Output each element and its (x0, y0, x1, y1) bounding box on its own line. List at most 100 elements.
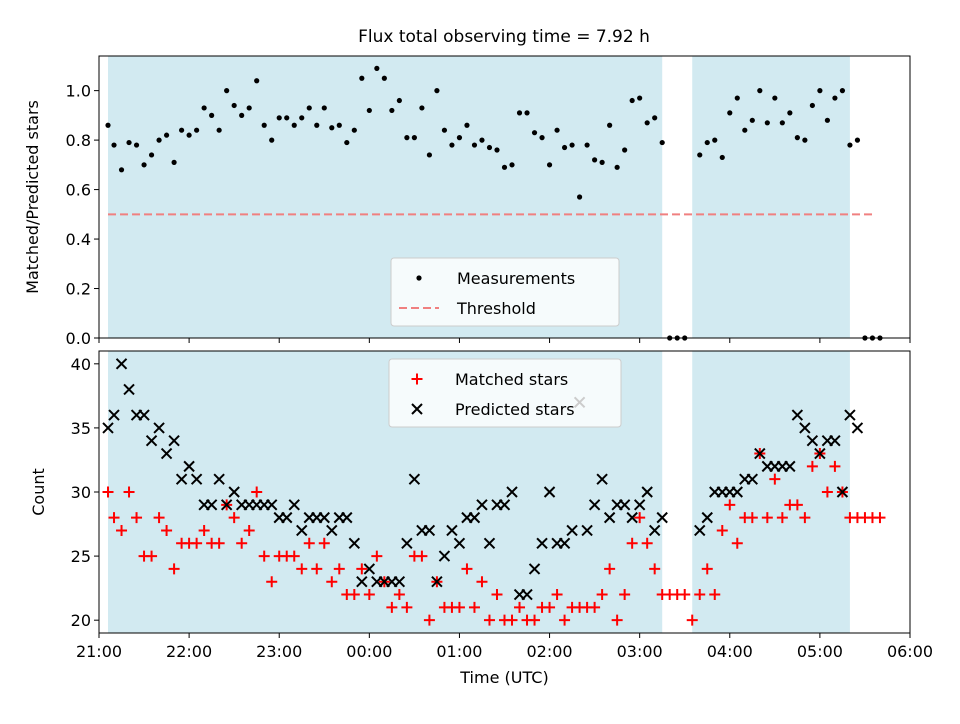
matched-star-marker (236, 537, 248, 549)
predicted-star-marker (115, 358, 128, 370)
measurement-point (419, 105, 425, 111)
y-axis-label: Count (29, 468, 48, 516)
measurement-point (802, 137, 808, 143)
y-tick-label: 0.0 (66, 329, 91, 348)
predicted-star-marker (784, 460, 796, 473)
measurement-point (321, 105, 327, 111)
matched-star-marker (153, 512, 165, 524)
measurement-point (554, 127, 560, 133)
measurement-point (486, 144, 493, 151)
matched-star-marker (619, 589, 631, 601)
matched-star-marker (161, 524, 173, 536)
measurement-point (404, 135, 410, 141)
matched-star-marker (709, 589, 721, 601)
measurement-point (314, 122, 320, 128)
matched-star-marker (191, 537, 203, 549)
measurement-point (599, 159, 605, 165)
y-tick-label: 40 (71, 355, 91, 374)
matched-star-marker (363, 589, 375, 601)
measurement-point (749, 117, 755, 123)
predicted-star-marker (641, 486, 653, 498)
matched-star-marker (761, 512, 773, 524)
predicted-star-marker (341, 511, 353, 524)
legend-box (390, 257, 620, 327)
matched-star-marker (131, 512, 143, 524)
measurement-point (584, 142, 590, 148)
predicted-star-marker (603, 511, 616, 524)
predicted-star-marker (153, 422, 165, 434)
x-tick-label: 05:00 (797, 642, 843, 661)
x-tick-label: 02:00 (527, 642, 573, 661)
x-tick-label: 00:00 (346, 642, 392, 661)
measurement-point (374, 65, 380, 71)
matched-star-marker (333, 563, 345, 575)
matched-star-marker (348, 589, 360, 601)
matched-star-marker (649, 563, 661, 575)
legend-plus-icon (411, 373, 423, 385)
predicted-star-marker (356, 576, 368, 588)
predicted-star-marker (829, 435, 841, 447)
measurement-point (712, 137, 718, 143)
measurement-point (539, 135, 545, 141)
x-tick-label: 03:00 (617, 642, 663, 661)
matched-star-marker (776, 512, 788, 524)
predicted-star-marker (581, 524, 593, 537)
matched-star-marker (318, 537, 330, 549)
measurement-point (163, 132, 170, 138)
axes-frame (98, 55, 911, 339)
measurement-point (111, 142, 117, 148)
measurement-point (817, 88, 823, 94)
measurement-point (344, 139, 350, 146)
observing-window (692, 56, 850, 338)
measurement-point (659, 139, 665, 146)
measurement-point (201, 105, 207, 111)
y-tick-label: 0.2 (66, 280, 91, 299)
measurement-point (757, 88, 763, 94)
predicted-star-marker (446, 524, 458, 537)
predicted-star-marker (145, 435, 158, 447)
matched-star-marker (251, 486, 263, 498)
measurement-point (779, 120, 785, 126)
predicted-star-marker (296, 524, 308, 537)
matched-star-marker (371, 550, 383, 562)
measurement-point (239, 112, 245, 118)
predicted-star-marker (588, 499, 601, 511)
measurement-point (209, 112, 215, 118)
measurement-point (809, 102, 815, 109)
predicted-star-marker (814, 447, 826, 460)
x-tick-label: 04:00 (707, 642, 753, 661)
measurement-point (186, 132, 192, 138)
measurement-point (847, 142, 853, 148)
predicted-star-marker (228, 486, 240, 498)
predicted-star-marker (836, 486, 849, 498)
legend-label: Matched stars (455, 370, 568, 389)
predicted-star-marker (160, 447, 173, 460)
matched-star-marker (821, 486, 833, 498)
measurement-point (441, 127, 448, 133)
measurement-point (824, 117, 830, 123)
x-axis-label: Time (UTC) (459, 668, 548, 687)
measurement-point (118, 167, 125, 173)
predicted-star-marker (633, 499, 646, 511)
matched-star-marker (266, 576, 278, 588)
matched-star-marker (423, 614, 435, 626)
predicted-star-marker (701, 511, 713, 524)
matched-star-marker (243, 524, 255, 536)
measurement-point (832, 95, 838, 101)
matched-star-marker (679, 589, 691, 601)
matched-star-marker (228, 512, 240, 524)
measurement-point (772, 95, 778, 101)
predicted-star-marker (521, 588, 533, 601)
x-tick-label: 01:00 (436, 642, 482, 661)
matched-star-marker (386, 601, 398, 613)
measurement-point (389, 107, 395, 114)
measurement-point (231, 102, 237, 109)
matched-star-marker (641, 537, 653, 549)
y-tick-label: 35 (71, 419, 91, 438)
predicted-star-marker (476, 499, 488, 511)
matched-star-marker (604, 563, 616, 575)
predicted-star-marker (326, 524, 338, 537)
predicted-star-marker (190, 473, 203, 485)
